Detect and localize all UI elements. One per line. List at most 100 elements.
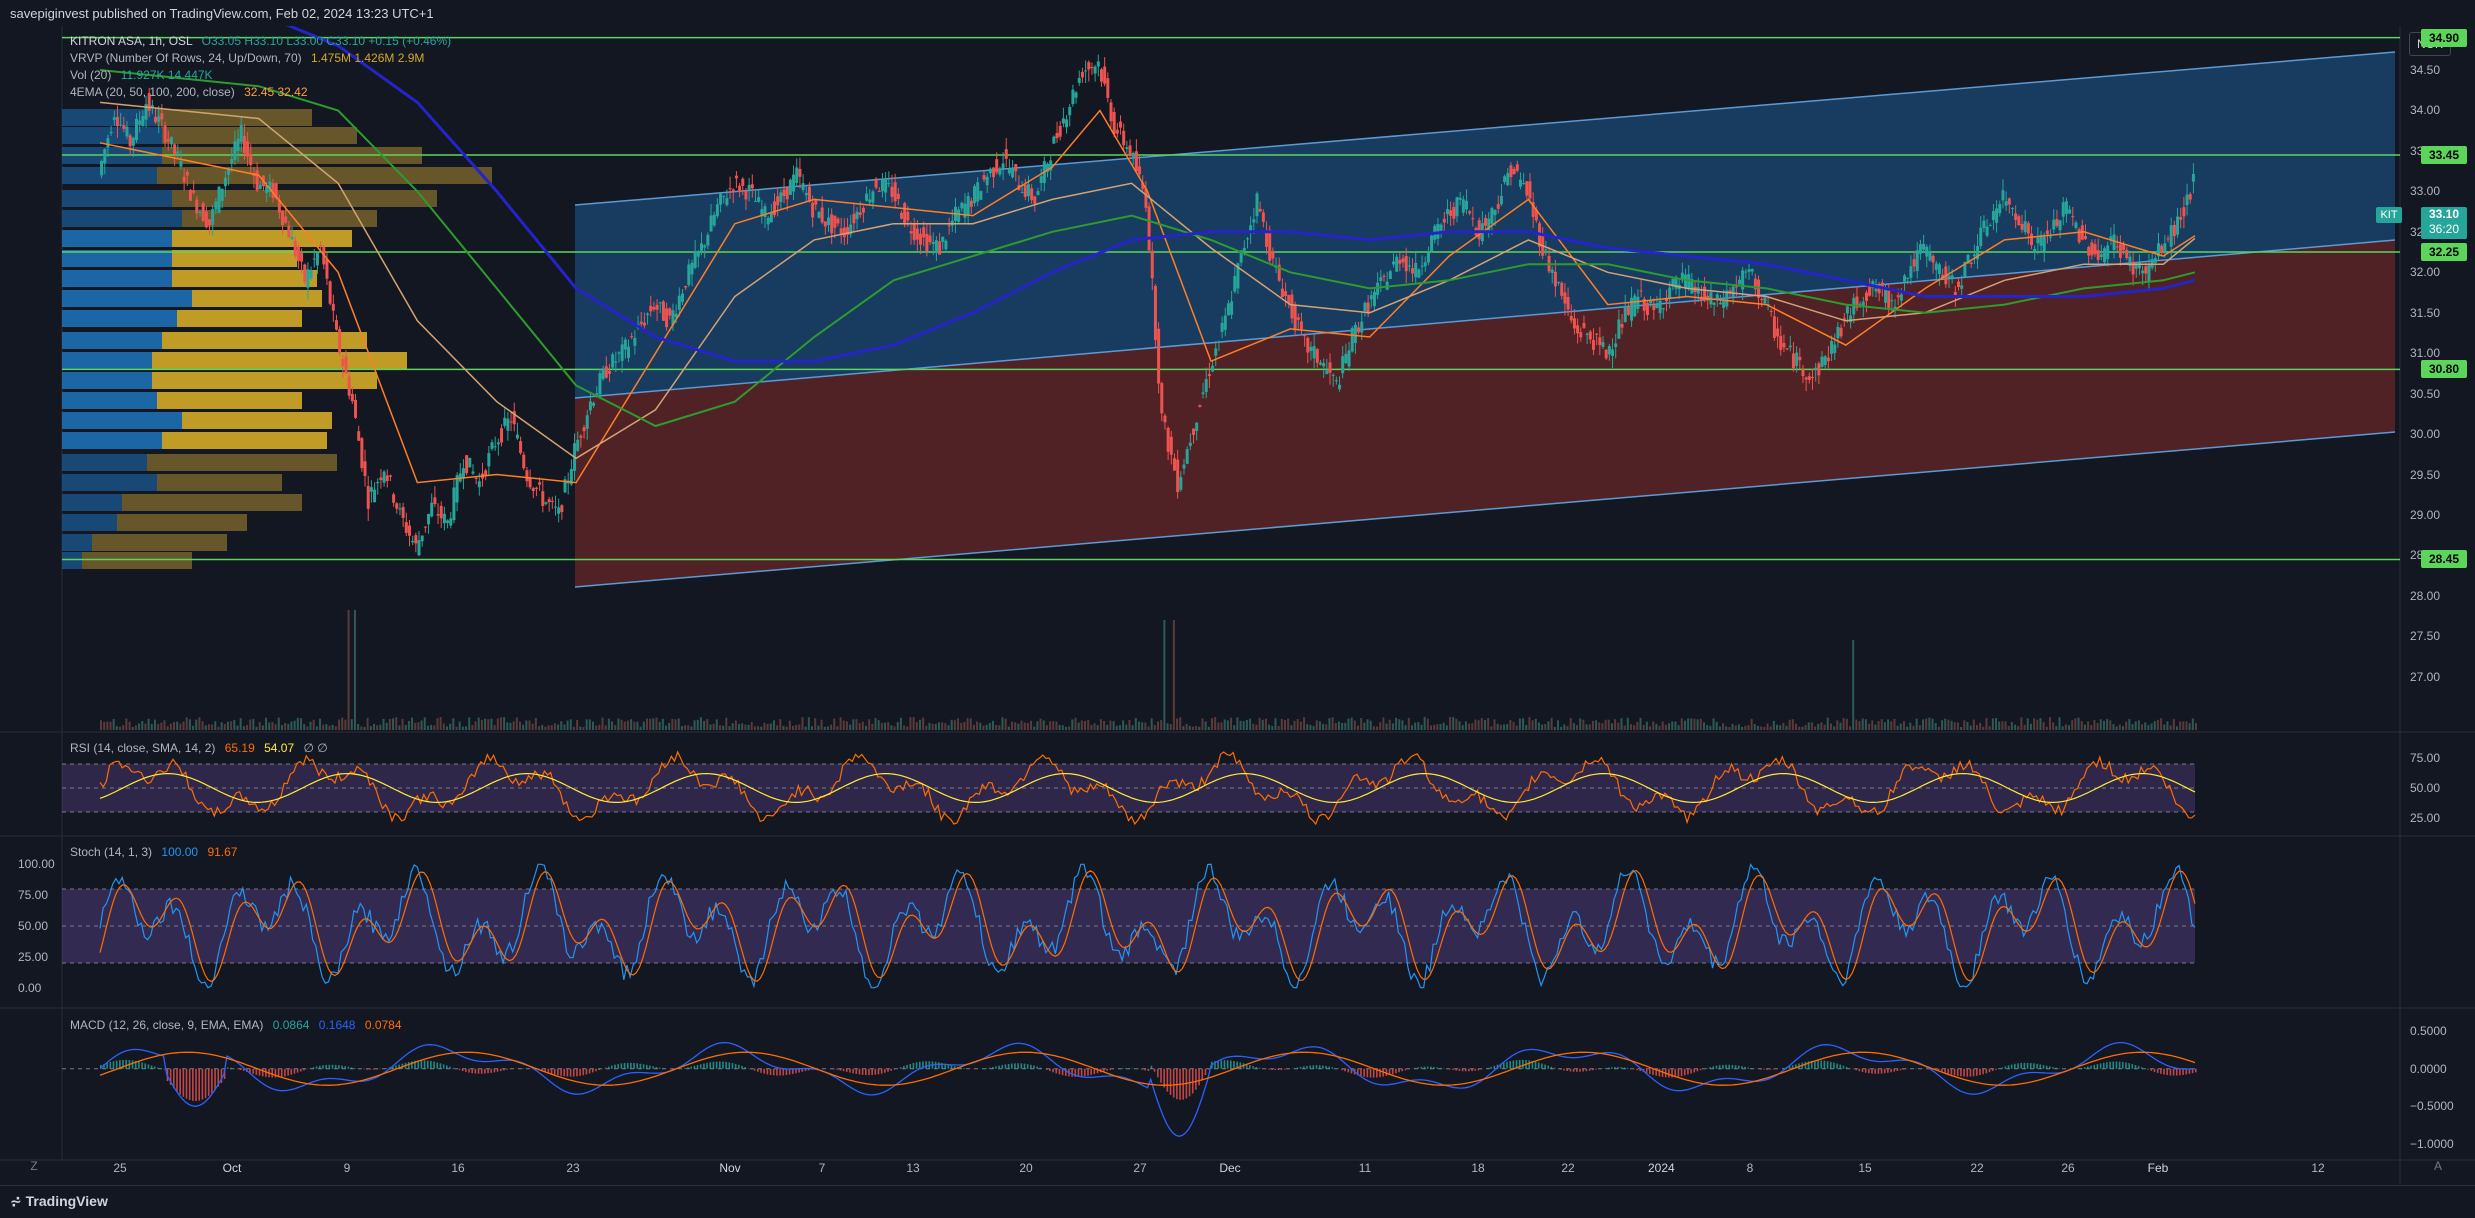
- candle-body: [1627, 307, 1630, 315]
- volume-bar: [1944, 719, 1946, 730]
- volume-bar: [1071, 719, 1073, 730]
- macd-hist-bar: [1294, 1068, 1296, 1069]
- candle-body: [1827, 358, 1830, 361]
- macd-hist-bar: [179, 1069, 181, 1095]
- volume-bar: [602, 718, 604, 730]
- volume-bar: [408, 721, 410, 730]
- volume-bar: [1287, 719, 1289, 730]
- zoom-left-button[interactable]: Z: [24, 1156, 44, 1176]
- candle-body: [811, 203, 814, 218]
- volume-bar: [1370, 721, 1372, 730]
- volume-bar: [1843, 718, 1845, 730]
- candle-body: [316, 253, 319, 266]
- candle-body: [1928, 251, 1931, 260]
- macd-hist-bar: [605, 1068, 607, 1069]
- macd-hist-bar: [1427, 1067, 1429, 1069]
- macd-hist-bar: [1198, 1069, 1200, 1086]
- stoch-legend[interactable]: Stoch (14, 1, 3) 100.00 91.67: [70, 845, 237, 859]
- ema-legend[interactable]: 4EMA (20, 50, 100, 200, close) 32.45 32.…: [70, 85, 308, 99]
- volume-bar: [2033, 718, 2035, 730]
- macd-hist-bar: [621, 1063, 623, 1068]
- candle-body: [170, 137, 173, 144]
- candle-body: [773, 201, 776, 215]
- candle-body: [2160, 246, 2163, 253]
- candle-body: [1779, 336, 1782, 350]
- macd-hist-bar: [767, 1069, 769, 1075]
- volume-bar: [135, 725, 137, 730]
- candle-body: [1878, 288, 1881, 293]
- volume-bar: [325, 724, 327, 730]
- candle-body: [944, 241, 947, 250]
- volume-bar: [141, 721, 143, 730]
- candle-body: [1840, 328, 1843, 337]
- candle-body: [1163, 416, 1166, 423]
- candle-body: [2024, 221, 2027, 232]
- macd-hist-bar: [1824, 1061, 1826, 1069]
- candle-body: [1798, 357, 1801, 360]
- volume-bar: [1589, 724, 1591, 730]
- volume-bar: [459, 722, 461, 730]
- macd-hist-bar: [859, 1069, 861, 1075]
- auto-scale-button[interactable]: A: [2428, 1156, 2448, 1176]
- macd-hist-bar: [287, 1069, 289, 1076]
- volume-bar: [1519, 718, 1521, 730]
- volume-bar: [1792, 719, 1794, 730]
- candle-body: [446, 520, 449, 523]
- macd-hist-bar: [316, 1066, 318, 1068]
- vrvp-legend[interactable]: VRVP (Number Of Rows, 24, Up/Down, 70) 1…: [70, 51, 424, 65]
- candle-body: [1116, 130, 1119, 134]
- volume-bar: [1551, 718, 1553, 730]
- level-price-tag: 34.90: [2421, 29, 2467, 47]
- macd-hist-bar: [373, 1069, 375, 1070]
- macd-hist-bar: [348, 1067, 350, 1069]
- volume-legend[interactable]: Vol (20) 11.927K 14.447K: [70, 68, 213, 82]
- volume-bar: [1335, 723, 1337, 730]
- candle-body: [1462, 199, 1465, 212]
- volume-bar: [144, 724, 146, 730]
- candle-body: [1303, 335, 1306, 336]
- candle-body: [256, 170, 259, 190]
- volume-bar: [1909, 723, 1911, 730]
- volume-bar: [535, 718, 537, 730]
- volume-bar: [167, 726, 169, 730]
- macd-legend[interactable]: MACD (12, 26, close, 9, EMA, EMA) 0.0864…: [70, 1018, 402, 1032]
- volume-bar: [484, 719, 486, 730]
- macd-hist-bar: [592, 1069, 594, 1073]
- rsi-value: 65.19: [225, 741, 255, 755]
- volume-bar: [1655, 724, 1657, 730]
- candle-body: [1957, 282, 1960, 287]
- candle-body: [1122, 131, 1125, 145]
- time-axis-tick: Feb: [2146, 1161, 2170, 1175]
- volume-bar: [1290, 725, 1292, 730]
- macd-hist-bar: [1141, 1069, 1143, 1070]
- volume-bar: [855, 719, 857, 730]
- candle-body: [1262, 212, 1265, 221]
- volume-bar: [1893, 719, 1895, 730]
- volume-bar: [875, 718, 877, 730]
- volume-bar: [2039, 718, 2041, 730]
- volume-bar: [348, 610, 350, 730]
- candle-body: [710, 216, 713, 232]
- candle-body: [617, 352, 620, 353]
- candle-body: [376, 482, 379, 483]
- volume-bar: [1839, 723, 1841, 730]
- candle-body: [1659, 301, 1662, 313]
- macd-hist-bar: [465, 1069, 467, 1072]
- volume-bar: [992, 721, 994, 730]
- macd-hist-bar: [986, 1068, 988, 1069]
- volume-bar: [1341, 723, 1343, 730]
- volume-bar: [586, 719, 588, 730]
- candle-body: [1071, 90, 1074, 104]
- candle-body: [649, 306, 652, 312]
- main-legend[interactable]: KITRON ASA, 1h, OSL O33.05 H33.10 L33.00…: [70, 34, 451, 48]
- volume-bar: [643, 722, 645, 730]
- candle-body: [1316, 349, 1319, 363]
- rsi-legend[interactable]: RSI (14, close, SMA, 14, 2) 65.19 54.07 …: [70, 741, 328, 755]
- macd-hist-bar: [1433, 1067, 1435, 1069]
- volume-bar: [386, 723, 388, 730]
- candle-body: [2100, 254, 2103, 257]
- candle-body: [475, 478, 478, 479]
- macd-hist-bar: [2055, 1068, 2057, 1069]
- candle-body: [1208, 374, 1211, 376]
